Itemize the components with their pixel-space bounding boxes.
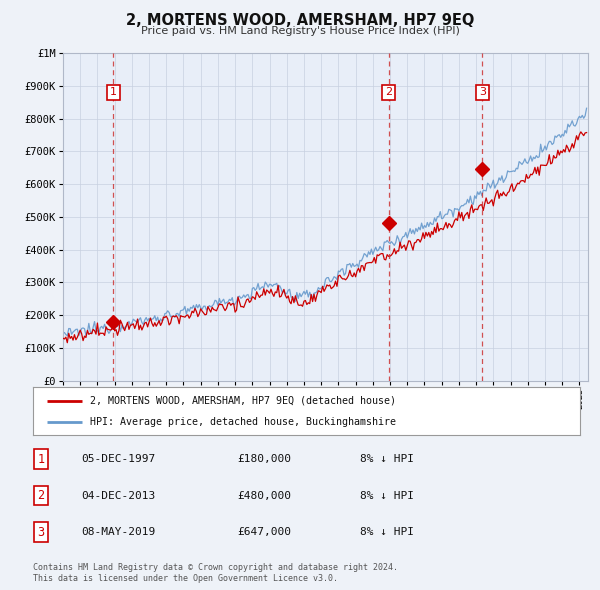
Text: 8% ↓ HPI: 8% ↓ HPI — [360, 454, 414, 464]
Text: HPI: Average price, detached house, Buckinghamshire: HPI: Average price, detached house, Buck… — [91, 417, 397, 427]
Text: 08-MAY-2019: 08-MAY-2019 — [81, 527, 155, 537]
Text: 05-DEC-1997: 05-DEC-1997 — [81, 454, 155, 464]
Text: Contains HM Land Registry data © Crown copyright and database right 2024.: Contains HM Land Registry data © Crown c… — [33, 563, 398, 572]
Text: £180,000: £180,000 — [237, 454, 291, 464]
Text: 1: 1 — [110, 87, 117, 97]
Text: £647,000: £647,000 — [237, 527, 291, 537]
Text: 2: 2 — [385, 87, 392, 97]
Text: £480,000: £480,000 — [237, 491, 291, 500]
Text: 3: 3 — [37, 526, 44, 539]
Text: 2, MORTENS WOOD, AMERSHAM, HP7 9EQ: 2, MORTENS WOOD, AMERSHAM, HP7 9EQ — [126, 13, 474, 28]
Text: 04-DEC-2013: 04-DEC-2013 — [81, 491, 155, 500]
Text: 8% ↓ HPI: 8% ↓ HPI — [360, 491, 414, 500]
Text: 8% ↓ HPI: 8% ↓ HPI — [360, 527, 414, 537]
Text: 2: 2 — [37, 489, 44, 502]
Text: This data is licensed under the Open Government Licence v3.0.: This data is licensed under the Open Gov… — [33, 574, 338, 583]
Text: 2, MORTENS WOOD, AMERSHAM, HP7 9EQ (detached house): 2, MORTENS WOOD, AMERSHAM, HP7 9EQ (deta… — [91, 395, 397, 405]
Text: 3: 3 — [479, 87, 486, 97]
Text: 1: 1 — [37, 453, 44, 466]
Text: Price paid vs. HM Land Registry's House Price Index (HPI): Price paid vs. HM Land Registry's House … — [140, 26, 460, 36]
